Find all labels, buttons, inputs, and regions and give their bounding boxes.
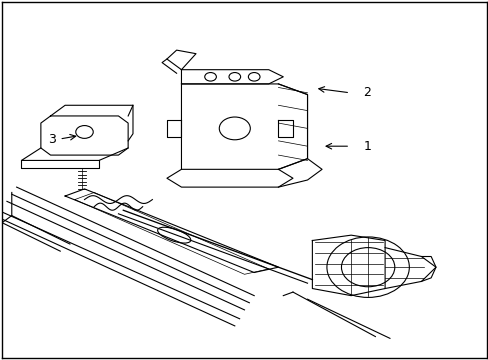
Text: 3: 3 bbox=[48, 132, 56, 145]
Text: 1: 1 bbox=[363, 140, 370, 153]
Text: 2: 2 bbox=[363, 86, 370, 99]
